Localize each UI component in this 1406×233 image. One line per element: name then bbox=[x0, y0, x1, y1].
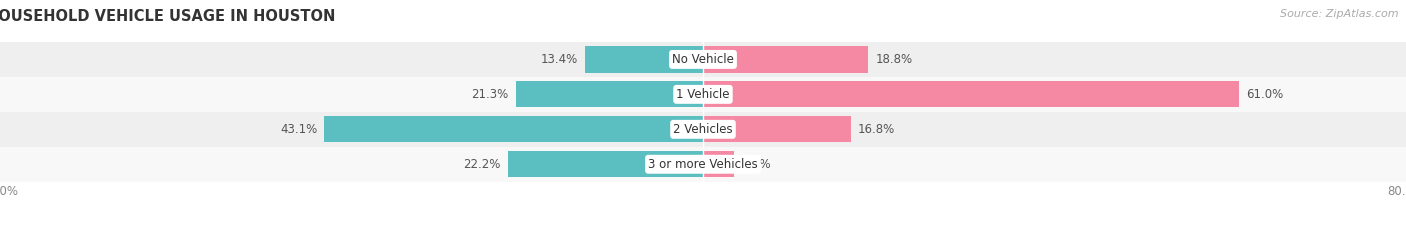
Text: 21.3%: 21.3% bbox=[471, 88, 509, 101]
Bar bbox=[516, 81, 703, 107]
Text: 16.8%: 16.8% bbox=[858, 123, 894, 136]
Text: 3.5%: 3.5% bbox=[741, 158, 770, 171]
Text: 43.1%: 43.1% bbox=[280, 123, 318, 136]
Bar bbox=[585, 46, 703, 72]
Text: 2 Vehicles: 2 Vehicles bbox=[673, 123, 733, 136]
Bar bbox=[0, 147, 1406, 182]
Text: No Vehicle: No Vehicle bbox=[672, 53, 734, 66]
Text: 22.2%: 22.2% bbox=[464, 158, 501, 171]
Text: 61.0%: 61.0% bbox=[1246, 88, 1284, 101]
Text: 13.4%: 13.4% bbox=[541, 53, 578, 66]
Bar bbox=[0, 42, 1406, 77]
Bar bbox=[703, 46, 869, 72]
Bar bbox=[325, 116, 703, 142]
Text: 1 Vehicle: 1 Vehicle bbox=[676, 88, 730, 101]
Bar bbox=[703, 81, 1239, 107]
Text: HOUSEHOLD VEHICLE USAGE IN HOUSTON: HOUSEHOLD VEHICLE USAGE IN HOUSTON bbox=[0, 9, 335, 24]
Bar bbox=[0, 112, 1406, 147]
Text: 18.8%: 18.8% bbox=[875, 53, 912, 66]
Bar bbox=[703, 116, 851, 142]
Text: Source: ZipAtlas.com: Source: ZipAtlas.com bbox=[1281, 9, 1399, 19]
Bar bbox=[508, 151, 703, 177]
Bar bbox=[703, 151, 734, 177]
Bar bbox=[0, 77, 1406, 112]
Text: 3 or more Vehicles: 3 or more Vehicles bbox=[648, 158, 758, 171]
